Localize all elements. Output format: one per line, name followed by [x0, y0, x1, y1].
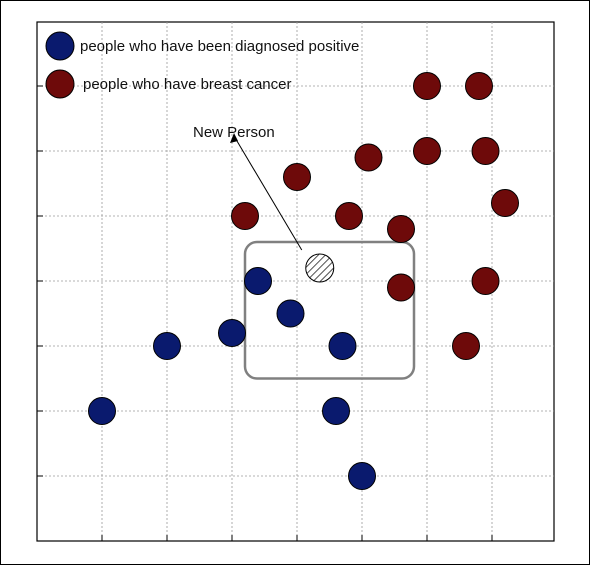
legend: people who have been diagnosed positive … [45, 31, 359, 99]
plot-area [36, 21, 555, 542]
new-person-annotation: New Person [193, 124, 303, 251]
point-breast-cancer [387, 273, 415, 302]
legend-marker-positive [45, 31, 75, 61]
point-breast-cancer [335, 202, 363, 230]
annotation-arrowhead [230, 133, 238, 143]
point-breast-cancer [354, 143, 383, 172]
point-diagnosed-positive [328, 332, 357, 360]
legend-label-cancer: people who have breast cancer [83, 76, 291, 93]
point-breast-cancer [452, 332, 480, 360]
new-person-label: New Person [193, 124, 275, 141]
point-diagnosed-positive [153, 332, 181, 360]
point-breast-cancer [465, 72, 493, 100]
point-diagnosed-positive [348, 462, 376, 490]
point-breast-cancer [491, 189, 519, 217]
point-breast-cancer [413, 137, 441, 165]
point-breast-cancer [387, 215, 415, 243]
point-diagnosed-positive [276, 299, 305, 328]
point-diagnosed-positive [322, 397, 350, 425]
point-breast-cancer [231, 202, 259, 230]
point-diagnosed-positive [88, 397, 116, 425]
point-breast-cancer [283, 163, 311, 191]
neighborhood-box [243, 240, 416, 380]
point-breast-cancer [413, 72, 441, 100]
annotation-arrow [233, 135, 303, 251]
legend-label-positive: people who have been diagnosed positive [80, 38, 359, 55]
point-breast-cancer [471, 267, 500, 295]
data-points [88, 72, 519, 490]
neighborhood-box-layer [243, 240, 416, 380]
point-diagnosed-positive [218, 319, 246, 347]
point-new-person [305, 253, 335, 283]
legend-marker-cancer [45, 69, 75, 99]
point-diagnosed-positive [244, 267, 272, 295]
point-breast-cancer [471, 137, 500, 165]
grid-lines [37, 22, 554, 541]
